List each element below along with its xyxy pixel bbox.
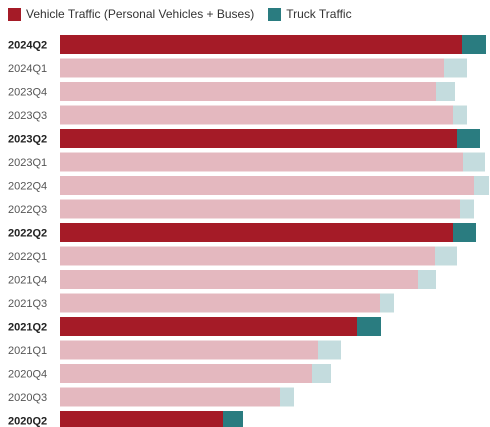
bar-truck-2023q2 bbox=[457, 129, 480, 148]
category-label-2022q1: 2022Q1 bbox=[8, 251, 47, 263]
bar-truck-2023q4 bbox=[436, 82, 455, 101]
legend-item-vehicle: Vehicle Traffic (Personal Vehicles + Bus… bbox=[8, 7, 254, 21]
bar-vehicle-2023q2 bbox=[60, 129, 457, 148]
bar-vehicle-2020q3 bbox=[60, 387, 280, 407]
category-label-2020q4: 2020Q4 bbox=[8, 369, 47, 381]
legend-swatch-vehicle bbox=[8, 7, 21, 21]
bar-vehicle-2023q1 bbox=[60, 152, 463, 172]
bar-vehicle-2022q1 bbox=[60, 246, 435, 266]
category-label-2022q2: 2022Q2 bbox=[8, 228, 47, 240]
legend-item-truck: Truck Traffic bbox=[268, 7, 352, 21]
bar-truck-2021q4 bbox=[418, 270, 436, 289]
bar-truck-2022q4 bbox=[474, 176, 489, 195]
bar-vehicle-2020q4 bbox=[60, 364, 312, 383]
bar-truck-2024q2 bbox=[462, 35, 486, 54]
bar-truck-2024q1 bbox=[444, 58, 467, 78]
bar-vehicle-2021q3 bbox=[60, 293, 380, 313]
bar-truck-2021q2 bbox=[357, 317, 381, 336]
bar-vehicle-2022q4 bbox=[60, 176, 474, 195]
bar-truck-2022q3 bbox=[460, 199, 474, 219]
bar-vehicle-2024q2 bbox=[60, 35, 462, 54]
bar-truck-2020q4 bbox=[312, 364, 331, 383]
category-label-2020q2: 2020Q2 bbox=[8, 416, 47, 427]
category-label-2022q3: 2022Q3 bbox=[8, 204, 47, 216]
bar-vehicle-2022q2 bbox=[60, 223, 453, 242]
bar-truck-2022q1 bbox=[435, 246, 457, 266]
category-label-2021q3: 2021Q3 bbox=[8, 298, 47, 310]
bar-truck-2023q3 bbox=[453, 105, 467, 125]
chart-legend: Vehicle Traffic (Personal Vehicles + Bus… bbox=[8, 7, 366, 21]
category-label-2023q1: 2023Q1 bbox=[8, 157, 47, 169]
bar-truck-2020q3 bbox=[280, 387, 294, 407]
bar-vehicle-2020q2 bbox=[60, 411, 223, 427]
bar-vehicle-2021q1 bbox=[60, 340, 318, 360]
legend-label-vehicle: Vehicle Traffic (Personal Vehicles + Bus… bbox=[26, 7, 255, 21]
category-label-2021q1: 2021Q1 bbox=[8, 345, 47, 357]
category-label-2023q2: 2023Q2 bbox=[8, 134, 47, 146]
bar-truck-2020q2 bbox=[223, 411, 243, 427]
bar-vehicle-2023q3 bbox=[60, 105, 453, 125]
bar-vehicle-2022q3 bbox=[60, 199, 460, 219]
bar-vehicle-2021q4 bbox=[60, 270, 418, 289]
legend-swatch-truck bbox=[268, 7, 282, 21]
category-label-2023q4: 2023Q4 bbox=[8, 87, 47, 99]
category-label-2023q3: 2023Q3 bbox=[8, 110, 47, 122]
bar-vehicle-2023q4 bbox=[60, 82, 436, 101]
category-label-2020q3: 2020Q3 bbox=[8, 392, 47, 404]
bar-truck-2023q1 bbox=[463, 152, 485, 172]
bar-truck-2021q1 bbox=[318, 340, 341, 360]
category-label-2022q4: 2022Q4 bbox=[8, 181, 47, 193]
bar-vehicle-2024q1 bbox=[60, 58, 444, 78]
bar-truck-2022q2 bbox=[453, 223, 476, 242]
category-label-2024q1: 2024Q1 bbox=[8, 63, 47, 75]
bar-truck-2021q3 bbox=[380, 293, 394, 313]
category-label-2021q2: 2021Q2 bbox=[8, 322, 47, 334]
category-label-2021q4: 2021Q4 bbox=[8, 275, 47, 287]
bar-vehicle-2021q2 bbox=[60, 317, 357, 336]
category-label-2024q2: 2024Q2 bbox=[8, 40, 47, 52]
legend-label-truck: Truck Traffic bbox=[286, 7, 352, 21]
